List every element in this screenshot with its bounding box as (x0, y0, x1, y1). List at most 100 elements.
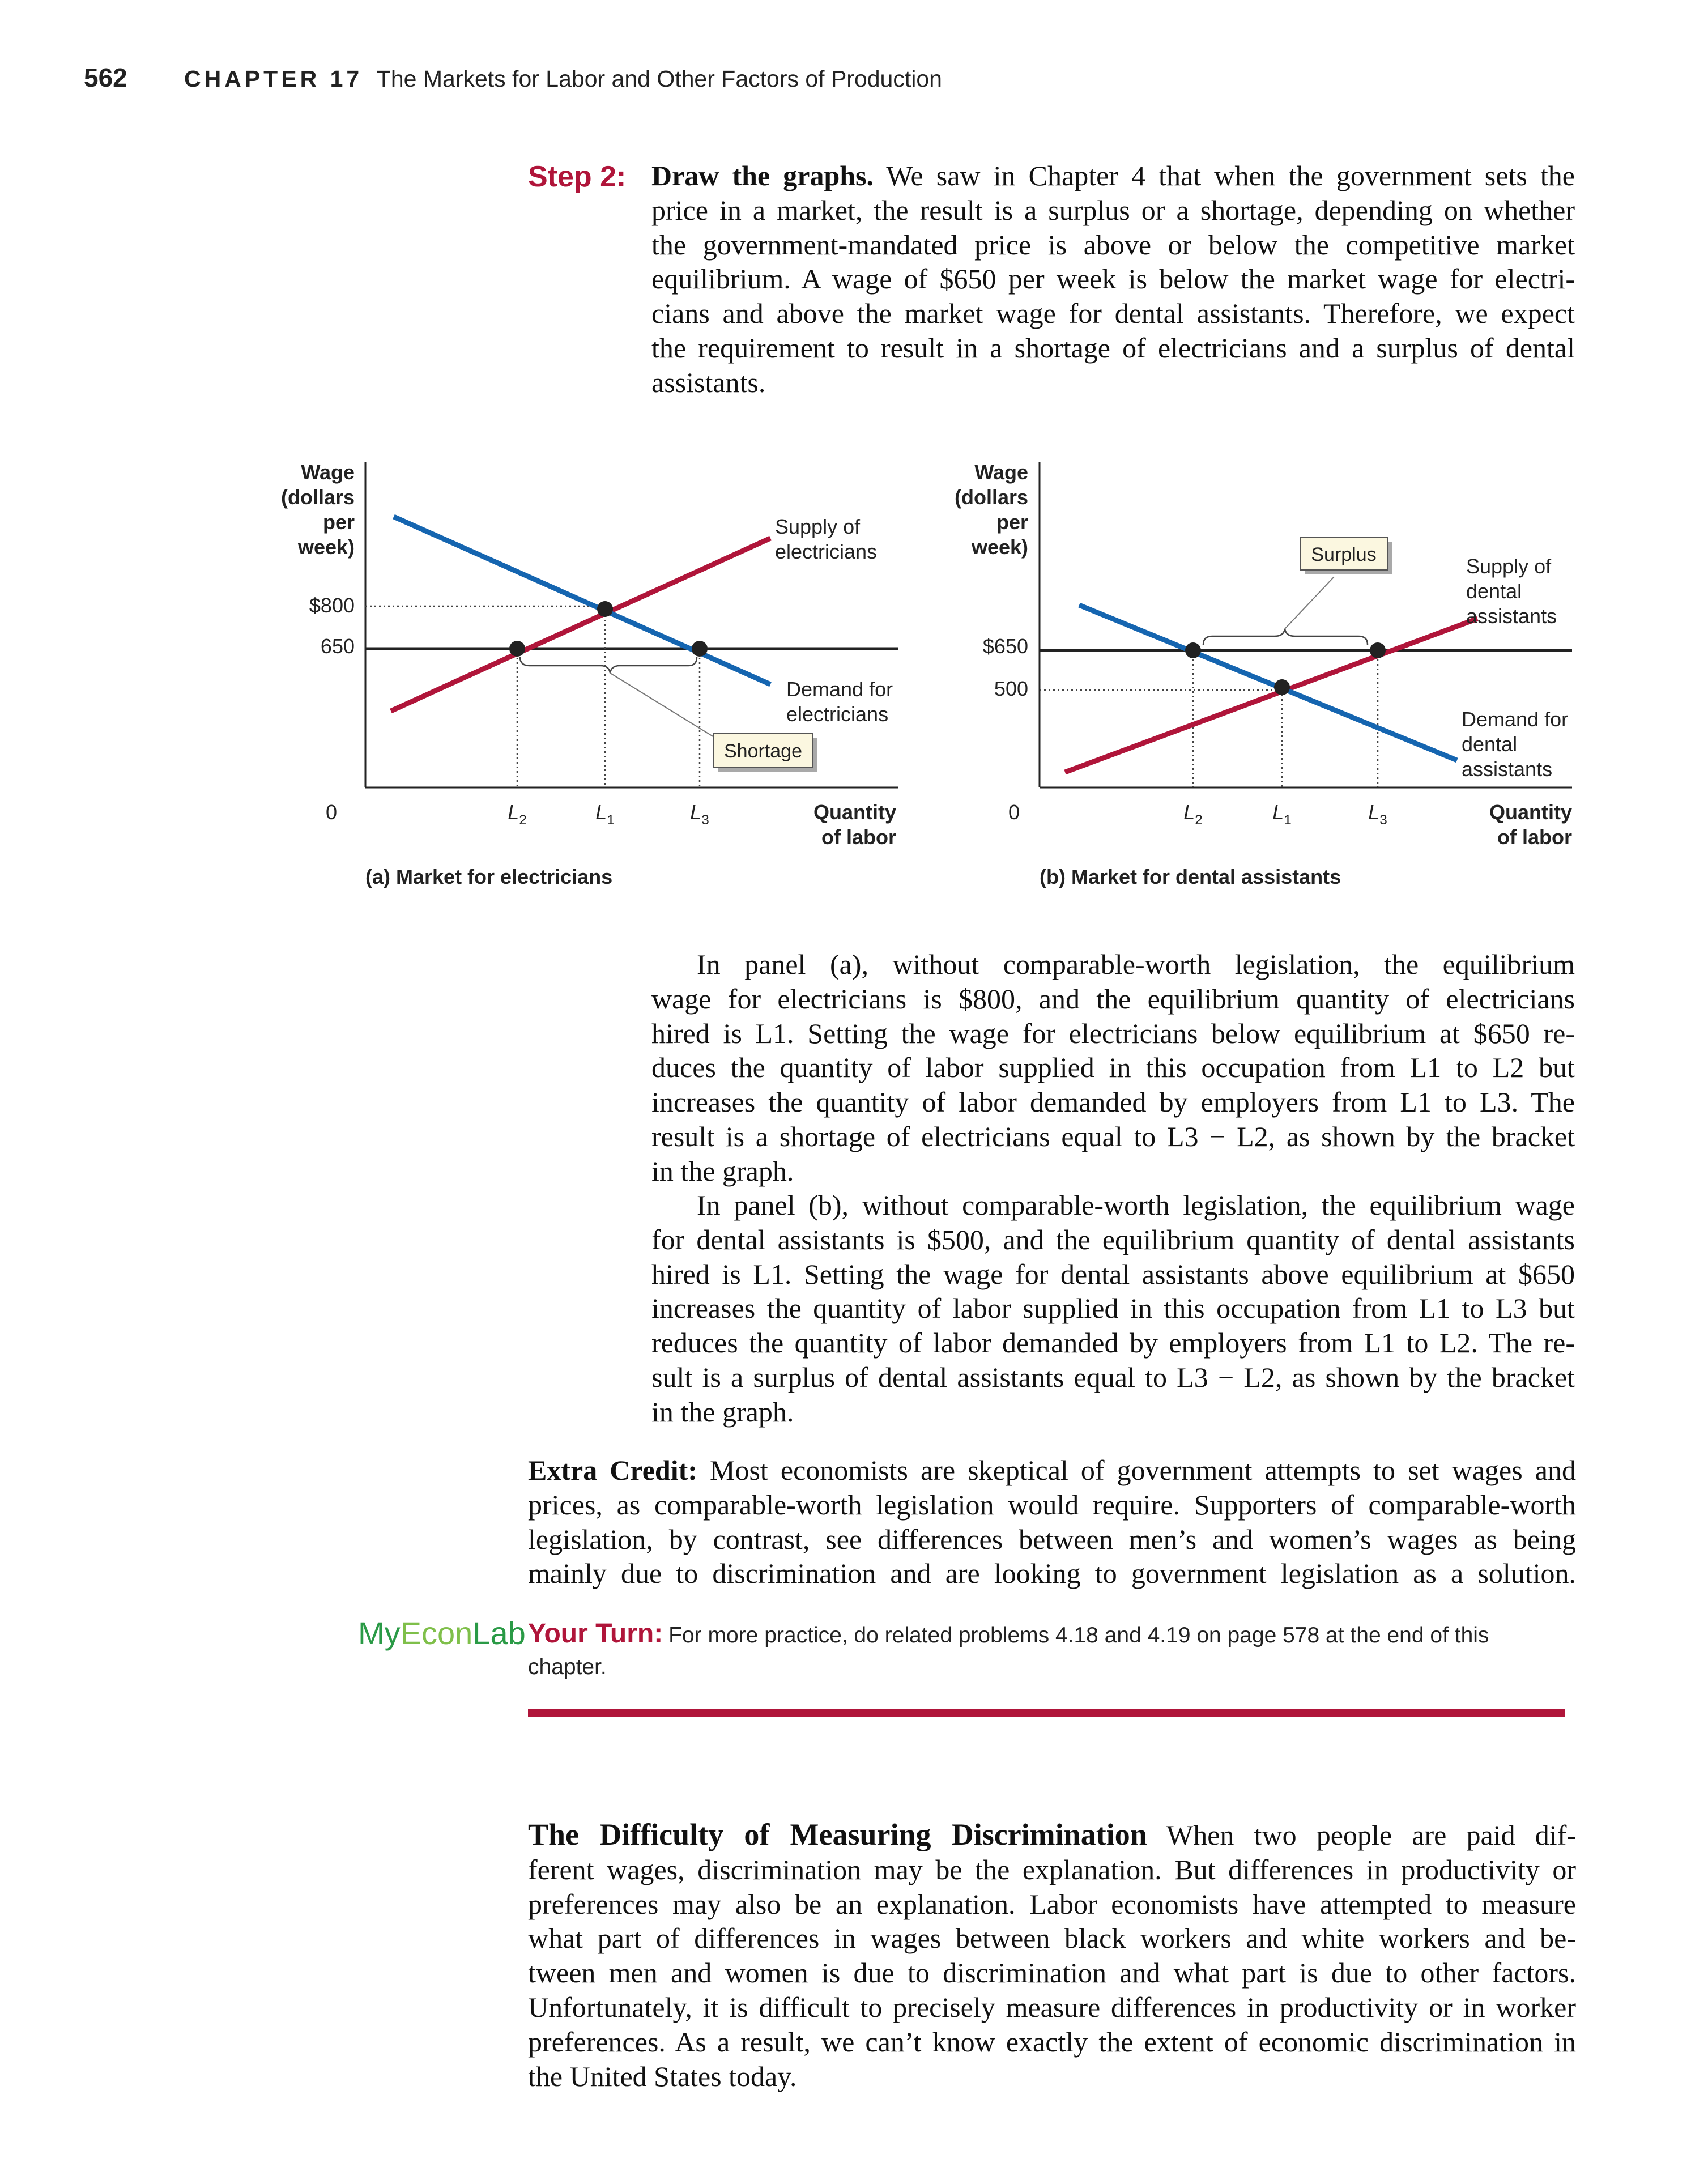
panel-a-caption: (a) Market for electricians (365, 865, 612, 888)
x-tick-l2: L2 (1183, 801, 1202, 828)
surplus-bracket (1202, 628, 1369, 645)
text-line: Draw the graphs. We saw in Chapter 4 tha… (651, 160, 1575, 191)
demand-curve-electricians (393, 514, 772, 687)
panel-b-caption: (b) Market for dental assistants (1040, 865, 1341, 888)
text-line: mainly due to discrimination and are loo… (528, 1557, 1576, 1590)
discrimination-section: The Difficulty of Measuring Discriminati… (528, 1817, 1576, 2093)
supply-label-line: Supply of (775, 515, 861, 538)
text-line: equilibrium. A wage of $650 per week is … (651, 263, 1575, 295)
supply-label-line: electricians (775, 540, 877, 563)
text-line: hired is L1. Setting the wage for electr… (651, 1017, 1575, 1049)
x-tick-l1: L1 (595, 801, 614, 828)
text-line: legislation, by contrast, see difference… (528, 1523, 1576, 1555)
text-line: preferences. As a result, we can’t know … (528, 2025, 1576, 2058)
text-line: wage for electricians is $800, and the e… (651, 982, 1575, 1015)
point-l2-650 (1185, 642, 1201, 658)
text-line: the government-mandated price is above o… (651, 228, 1575, 261)
step-2-label: Step 2: (528, 160, 627, 193)
page-number: 562 (84, 63, 127, 92)
panel-a-explanation: In panel (a), without comparable-worth l… (651, 947, 1575, 1189)
text-line: hired is L1. Setting the wage for dental… (651, 1258, 1575, 1290)
x-tick-l1: L1 (1272, 801, 1291, 828)
y-axis-label-line: week) (971, 535, 1028, 559)
text-line: the United States today. (528, 2060, 797, 2092)
chapter-title: The Markets for Labor and Other Factors … (376, 66, 942, 92)
x-axis-label-line: Quantity (813, 801, 896, 824)
text-line: ferent wages, discrimination may be the … (528, 1853, 1576, 1885)
section-divider-rule (528, 1709, 1565, 1717)
text-line: in the graph. (651, 1395, 794, 1428)
demand-label-line: electricians (786, 703, 888, 726)
chart-panel-a: Wage (dollars per week) $800 650 0 (281, 461, 898, 888)
point-l2-650 (509, 641, 525, 657)
demand-label-line: Demand for (786, 678, 893, 701)
x-axis-label-line: Quantity (1489, 801, 1572, 824)
text-line: increases the quantity of labor demanded… (651, 1086, 1575, 1118)
text-line: prices, as comparable-worth legislation … (528, 1488, 1576, 1521)
text-line: result is a shortage of electricians equ… (651, 1120, 1575, 1152)
your-turn-text: For more practice, do related problems 4… (528, 1623, 1489, 1679)
y-tick-label: $650 (983, 635, 1028, 658)
your-turn-note: Your Turn: For more practice, do related … (528, 1618, 1570, 1683)
x-axis-label-line: of labor (821, 825, 896, 849)
y-tick-label: 650 (321, 635, 355, 658)
point-l3-650 (1370, 642, 1386, 658)
point-l3-650 (692, 641, 708, 657)
section-heading: The Difficulty of Measuring Discriminati… (528, 1817, 1147, 1851)
y-axis-label-line: Wage (301, 461, 355, 484)
myeconlab-logo[interactable]: MyEconLab (358, 1615, 526, 1651)
extra-credit-paragraph: Extra Credit: Most economists are skepti… (528, 1453, 1576, 1591)
text-line: Unfortunately, it is difficult to precis… (528, 1991, 1576, 2023)
surplus-box (1300, 537, 1388, 571)
surplus-leader-line (1284, 576, 1335, 629)
text-line: The Difficulty of Measuring Discriminati… (528, 1817, 1576, 1851)
text-line: what part of differences in wages betwee… (528, 1922, 1576, 1955)
text-line: increases the quantity of labor supplied… (651, 1292, 1575, 1325)
origin-label: 0 (326, 801, 337, 824)
demand-label-line: assistants (1462, 757, 1552, 781)
labor-market-charts: Wage (dollars per week) $800 650 0 (281, 461, 1572, 888)
shortage-label: Shortage (724, 740, 802, 762)
text-line: reduces the quantity of labor demanded b… (651, 1327, 1575, 1359)
y-tick-label: 500 (994, 677, 1028, 700)
equilibrium-point (1274, 679, 1290, 695)
x-tick-l2: L2 (508, 801, 526, 828)
supply-label-line: Supply of (1466, 555, 1552, 578)
demand-label-line: Demand for (1462, 708, 1568, 731)
x-axis-label-line: of labor (1497, 825, 1572, 849)
chart-panel-b: Wage (dollars per week) $650 500 0 Surpl… (955, 461, 1572, 888)
text-line: cians and above the market wage for dent… (651, 297, 1575, 330)
text-line: Extra Credit: Most economists are skepti… (528, 1454, 1576, 1486)
shortage-leader-line (610, 672, 723, 743)
text-line: In panel (b), without comparable-worth l… (697, 1189, 1575, 1221)
supply-curve-electricians (390, 535, 772, 714)
origin-label: 0 (1008, 801, 1020, 824)
text-line: duces the quantity of labor supplied in … (651, 1051, 1575, 1084)
equilibrium-point (597, 601, 613, 617)
shortage-bracket (519, 657, 698, 674)
text-line: assistants. (651, 366, 766, 398)
text-line: for dental assistants is $500, and the e… (651, 1223, 1575, 1255)
text-line: In panel (a), without comparable-worth l… (697, 948, 1575, 980)
surplus-label: Surplus (1311, 544, 1376, 565)
text-line: tween men and women is due to discrimina… (528, 1957, 1576, 1989)
running-header: CHAPTER 17 The Markets for Labor and Oth… (184, 66, 942, 92)
step-2-paragraph: Draw the graphs. We saw in Chapter 4 tha… (651, 159, 1575, 400)
chapter-number: CHAPTER 17 (184, 66, 363, 92)
supply-label-line: dental (1466, 580, 1522, 603)
text-line: the requirement to result in a shortage … (651, 331, 1575, 364)
text-line: in the graph. (651, 1155, 794, 1187)
text-line: price in a market, the result is a surpl… (651, 194, 1575, 226)
supply-curve-dental (1064, 616, 1479, 775)
text-line: preferences may also be an explanation. … (528, 1888, 1576, 1920)
demand-curve-dental (1078, 602, 1458, 763)
demand-label-line: dental (1462, 733, 1517, 756)
shortage-box (713, 733, 813, 768)
x-tick-l3: L3 (690, 801, 709, 828)
y-tick-label: $800 (309, 594, 355, 617)
supply-label-line: assistants (1466, 604, 1557, 628)
y-axis-label-line: Wage (974, 461, 1028, 484)
y-axis-label-line: (dollars (281, 486, 355, 509)
extra-credit-label: Extra Credit: (528, 1454, 697, 1486)
